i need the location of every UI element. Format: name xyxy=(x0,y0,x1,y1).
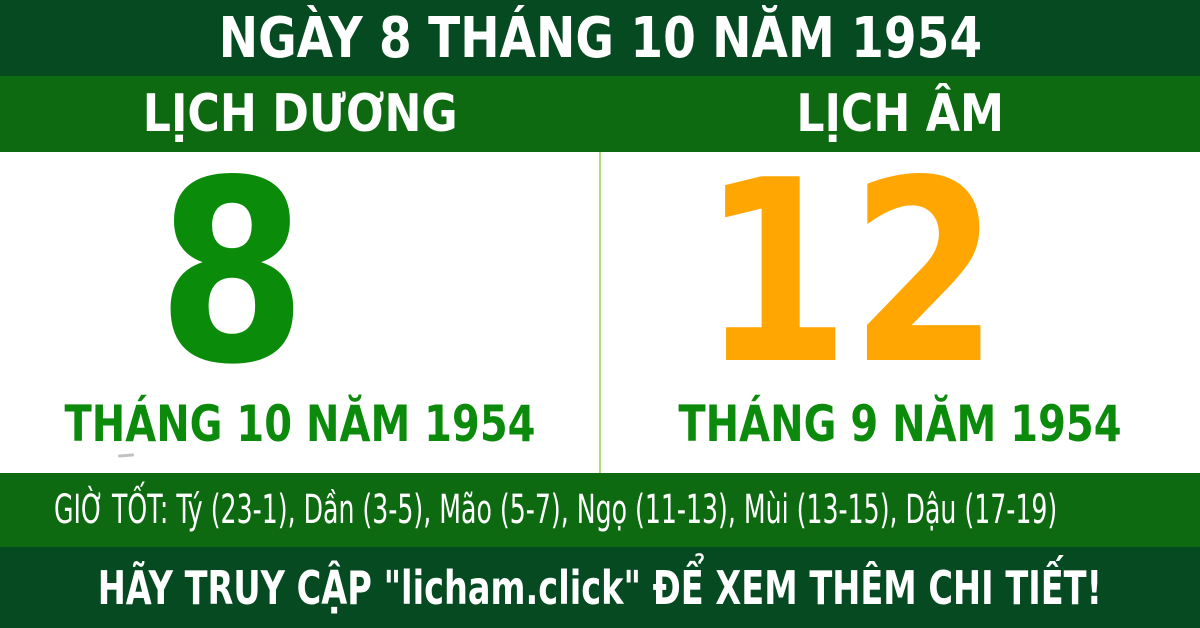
lunar-month-year-label: THÁNG 9 NĂM 1954 xyxy=(678,395,1122,453)
solar-calendar-label: LỊCH DƯƠNG xyxy=(142,84,458,144)
lunar-date-panel: 12 THÁNG 9 NĂM 1954 xyxy=(600,148,1200,473)
calendar-type-bar: LỊCH DƯƠNG LỊCH ÂM xyxy=(0,76,1200,152)
page-title: NGÀY 8 THÁNG 10 NĂM 1954 xyxy=(218,5,982,71)
header-bar: NGÀY 8 THÁNG 10 NĂM 1954 xyxy=(0,0,1200,76)
lunar-day-number: 12 xyxy=(700,127,1000,420)
solar-label-cell: LỊCH DƯƠNG xyxy=(0,76,600,152)
good-hours-text: GIỜ TỐT: Tý (23-1), Dần (3-5), Mão (5-7)… xyxy=(54,487,1058,533)
lunar-calendar-label: LỊCH ÂM xyxy=(796,84,1004,144)
solar-month-year-label: THÁNG 10 NĂM 1954 xyxy=(64,395,536,453)
dates-panel: 8 THÁNG 10 NĂM 1954 12 THÁNG 9 NĂM 1954 xyxy=(0,148,1200,473)
smudge-mark xyxy=(117,453,135,458)
solar-date-panel: 8 THÁNG 10 NĂM 1954 xyxy=(0,148,600,473)
footer-bar: HÃY TRUY CẬP "licham.click" ĐỂ XEM THÊM … xyxy=(0,547,1200,628)
good-hours-bar: GIỜ TỐT: Tý (23-1), Dần (3-5), Mão (5-7)… xyxy=(0,473,1200,547)
lunar-label-cell: LỊCH ÂM xyxy=(600,76,1200,152)
solar-day-number: 8 xyxy=(157,127,307,420)
vertical-divider xyxy=(599,152,601,473)
footer-cta-text: HÃY TRUY CẬP "licham.click" ĐỂ XEM THÊM … xyxy=(97,560,1103,615)
